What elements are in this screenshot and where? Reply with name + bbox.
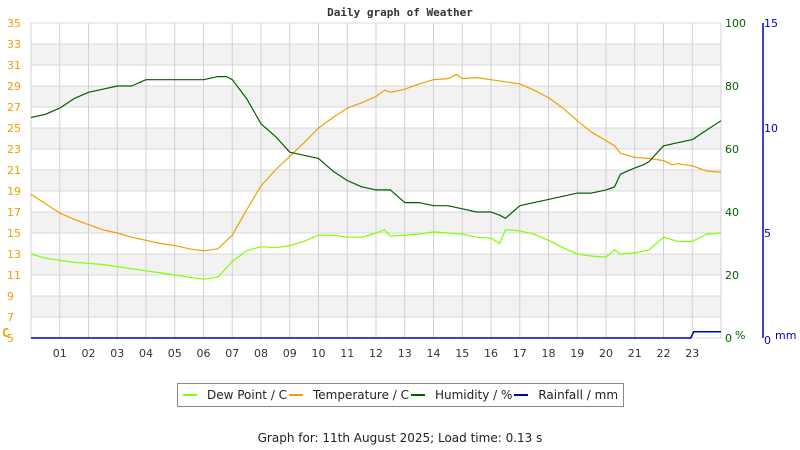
- svg-text:27: 27: [7, 101, 21, 114]
- svg-text:08: 08: [254, 347, 268, 360]
- svg-text:06: 06: [197, 347, 211, 360]
- temperature-axis-ticks: 5 7 9 11 13 15 17 19 21 23 25 27 29 31 33 35: [7, 17, 21, 345]
- svg-text:23: 23: [685, 347, 699, 360]
- dew-point-c-line: [30, 229, 722, 280]
- humidity-line: [30, 75, 722, 219]
- svg-text:16: 16: [484, 347, 498, 360]
- svg-text:19: 19: [7, 185, 21, 198]
- svg-text:15: 15: [7, 227, 21, 240]
- svg-text:40: 40: [725, 206, 739, 219]
- svg-text:13: 13: [7, 248, 21, 261]
- svg-text:05: 05: [168, 347, 182, 360]
- svg-text:5: 5: [7, 332, 14, 345]
- svg-text:100: 100: [725, 17, 746, 30]
- svg-text:0: 0: [764, 334, 771, 347]
- legend-item-dew-point: Dew Point / C: [182, 388, 288, 402]
- graph-footer: Graph for: 11th August 2025; Load time: …: [257, 431, 543, 445]
- svg-text:19: 19: [570, 347, 584, 360]
- svg-text:35: 35: [7, 17, 21, 30]
- svg-text:11: 11: [340, 347, 354, 360]
- svg-text:33: 33: [7, 38, 21, 51]
- svg-text:03: 03: [110, 347, 124, 360]
- rainfall-axis-unit: mm: [775, 329, 796, 342]
- svg-text:17: 17: [513, 347, 527, 360]
- svg-text:12: 12: [369, 347, 383, 360]
- dew-point-swatch-icon: [182, 394, 197, 396]
- svg-text:22: 22: [657, 347, 671, 360]
- svg-text:15: 15: [455, 347, 469, 360]
- temperature-c-line: [30, 73, 722, 252]
- series-lines: [30, 73, 722, 339]
- chart-title: Daily graph of Weather: [327, 6, 473, 19]
- svg-text:7: 7: [7, 311, 14, 324]
- temperature-swatch-icon: [288, 394, 303, 396]
- legend-item-humidity: Humidity / %: [410, 388, 513, 402]
- svg-text:23: 23: [7, 143, 21, 156]
- svg-text:15: 15: [764, 17, 778, 30]
- legend-label: Dew Point / C: [206, 388, 288, 402]
- svg-text:02: 02: [82, 347, 96, 360]
- svg-text:18: 18: [542, 347, 556, 360]
- legend-item-rainfall: Rainfall / mm: [514, 388, 618, 402]
- svg-text:21: 21: [628, 347, 642, 360]
- rainfall-axis-ticks: 0 5 10 15: [764, 17, 778, 347]
- svg-text:17: 17: [7, 206, 21, 219]
- svg-text:80: 80: [725, 80, 739, 93]
- legend-label: Humidity / %: [434, 388, 513, 402]
- svg-text:60: 60: [725, 143, 739, 156]
- hour-axis-ticks: 01 02 03 04 05 06 07 08 09 10 11 12 13 14 15 16 17 18 19 20…: [53, 347, 700, 360]
- svg-text:9: 9: [7, 290, 14, 303]
- svg-text:11: 11: [7, 269, 21, 282]
- temperature-axis-unit: C: [2, 326, 9, 340]
- rainfall-mm-line: [31, 330, 721, 339]
- svg-text:10: 10: [764, 122, 778, 135]
- svg-text:14: 14: [427, 347, 441, 360]
- svg-text:25: 25: [7, 122, 21, 135]
- legend-label: Rainfall / mm: [538, 388, 619, 402]
- svg-text:5: 5: [764, 227, 771, 240]
- humidity-axis-unit: %: [735, 329, 745, 342]
- svg-text:31: 31: [7, 59, 21, 72]
- svg-text:09: 09: [283, 347, 297, 360]
- legend-label: Temperature / C: [312, 388, 410, 402]
- humidity-swatch-icon: [410, 394, 425, 396]
- svg-text:21: 21: [7, 164, 21, 177]
- svg-text:0: 0: [725, 332, 732, 345]
- svg-text:20: 20: [725, 269, 739, 282]
- svg-text:04: 04: [139, 347, 153, 360]
- svg-text:10: 10: [312, 347, 326, 360]
- svg-text:01: 01: [53, 347, 67, 360]
- svg-text:20: 20: [599, 347, 613, 360]
- humidity-axis-ticks: 0 20 40 60 80 100: [725, 17, 746, 345]
- svg-text:29: 29: [7, 80, 21, 93]
- rainfall-swatch-icon: [514, 394, 529, 396]
- svg-text:13: 13: [398, 347, 412, 360]
- svg-text:07: 07: [225, 347, 239, 360]
- legend-item-temperature: Temperature / C: [288, 388, 410, 402]
- chart-legend: Dew Point / C Temperature / C Humidity /…: [177, 383, 624, 407]
